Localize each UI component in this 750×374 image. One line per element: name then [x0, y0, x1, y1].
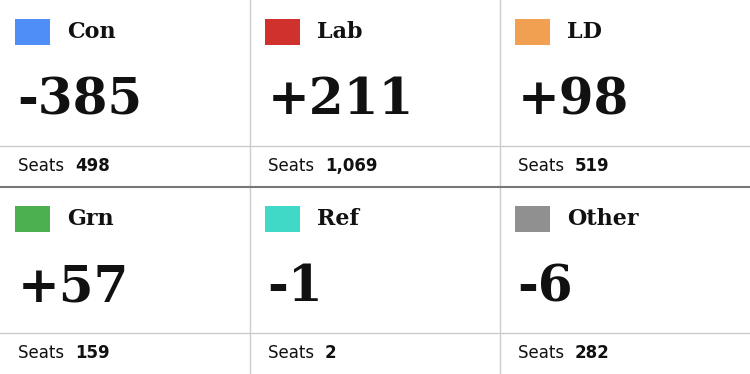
Text: Seats: Seats — [518, 157, 568, 175]
Text: +98: +98 — [518, 76, 628, 126]
Text: Other: Other — [568, 208, 639, 230]
Text: Lab: Lab — [317, 21, 363, 43]
Text: -6: -6 — [518, 263, 573, 313]
FancyBboxPatch shape — [515, 19, 550, 45]
Text: Seats: Seats — [17, 344, 69, 362]
Text: Con: Con — [68, 21, 116, 43]
Text: Seats: Seats — [268, 344, 319, 362]
Text: Seats: Seats — [518, 344, 568, 362]
FancyBboxPatch shape — [15, 19, 50, 45]
Text: Grn: Grn — [68, 208, 114, 230]
Text: +211: +211 — [268, 76, 414, 126]
FancyBboxPatch shape — [265, 206, 300, 232]
Text: Ref: Ref — [317, 208, 359, 230]
Text: 2: 2 — [325, 344, 337, 362]
Text: LD: LD — [568, 21, 602, 43]
FancyBboxPatch shape — [265, 19, 300, 45]
Text: 282: 282 — [575, 344, 610, 362]
Text: 519: 519 — [575, 157, 610, 175]
FancyBboxPatch shape — [515, 206, 550, 232]
Text: Seats: Seats — [17, 157, 69, 175]
Text: +57: +57 — [17, 263, 129, 313]
Text: -385: -385 — [17, 76, 142, 126]
Text: 498: 498 — [75, 157, 109, 175]
Text: 1,069: 1,069 — [325, 157, 377, 175]
Text: 159: 159 — [75, 344, 109, 362]
Text: Seats: Seats — [268, 157, 319, 175]
FancyBboxPatch shape — [15, 206, 50, 232]
Text: -1: -1 — [268, 263, 323, 313]
